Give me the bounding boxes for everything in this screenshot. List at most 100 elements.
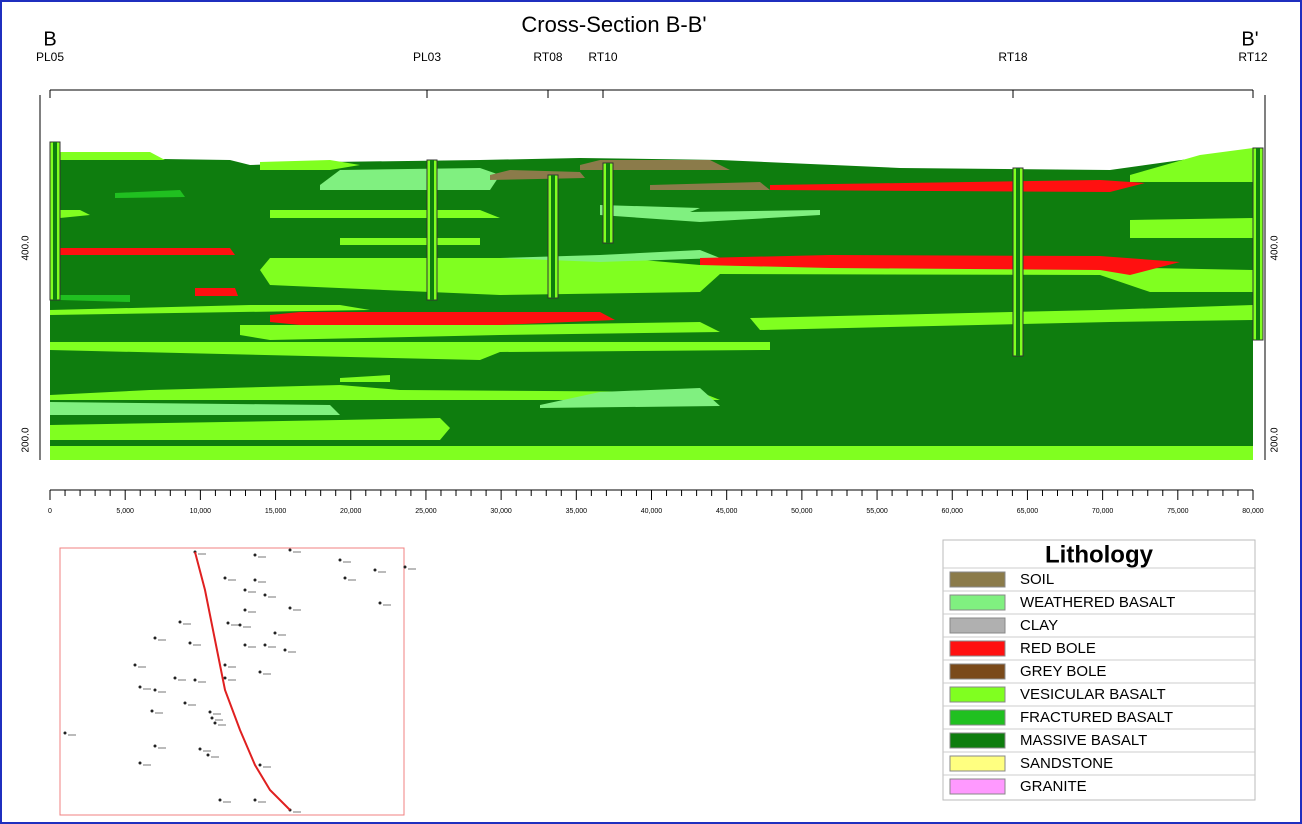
map-point-label [293,609,301,611]
map-point [154,745,157,748]
map-point-label [343,561,351,563]
map-point [274,632,277,635]
legend-label: GRANITE [1020,778,1087,795]
map-point-label [293,811,301,813]
map-point [244,644,247,647]
well-label: PL03 [413,50,441,64]
start-label: B [43,28,56,50]
well-label: RT12 [1238,50,1267,64]
map-point-label [158,639,166,641]
map-point-label [158,691,166,693]
x-label: 80,000 [1242,508,1264,515]
map-point-label [198,681,206,683]
map-point-label [243,626,251,628]
legend-swatch [950,618,1005,633]
map-point [264,644,267,647]
layer [270,210,500,218]
map-point-label [193,644,201,646]
map-point-label [143,764,151,766]
map-point [139,686,142,689]
map-point [139,762,142,765]
map-point-label [248,591,256,593]
map-point [259,671,262,674]
legend-swatch [950,779,1005,794]
map-point [174,677,177,680]
legend-label: GREY BOLE [1020,663,1106,680]
map-point-label [263,766,271,768]
map-point [64,732,67,735]
map-point-label [138,666,146,668]
x-label: 75,000 [1167,508,1189,515]
x-label: 60,000 [942,508,964,515]
map-point [224,664,227,667]
legend-swatch [950,687,1005,702]
x-label: 55,000 [866,508,888,515]
legend-label: WEATHERED BASALT [1020,594,1175,611]
layer [340,238,480,245]
map-point-label [183,623,191,625]
map-point-label [231,624,239,626]
legend-swatch [950,595,1005,610]
layer [1130,218,1253,238]
cross-section [50,142,1263,460]
map-point [254,579,257,582]
map-point [211,717,214,720]
x-label: 10,000 [190,508,212,515]
x-label: 50,000 [791,508,813,515]
legend-label: VESICULAR BASALT [1020,686,1166,703]
map-point-label [288,651,296,653]
map-point-label [248,646,256,648]
legend-swatch [950,710,1005,725]
map-point [189,642,192,645]
map-point [179,621,182,624]
map-point-label [223,801,231,803]
map-point-label [248,611,256,613]
map-point-label [278,634,286,636]
legend-label: MASSIVE BASALT [1020,732,1147,749]
map-point [344,577,347,580]
x-label: 40,000 [641,508,663,515]
elevation-label: 200.0 [1270,427,1281,452]
map-point-label [228,666,236,668]
map-point [224,677,227,680]
map-point [207,754,210,757]
map-point [244,609,247,612]
well-label: RT18 [998,50,1027,64]
map-point-label [198,553,206,555]
map-point [227,622,230,625]
x-label: 45,000 [716,508,738,515]
layer [50,446,1253,460]
map-point [209,711,212,714]
map-point-label [188,704,196,706]
map-point [154,689,157,692]
x-label: 35,000 [566,508,588,515]
map-point [254,799,257,802]
map-point [134,664,137,667]
legend-swatch [950,572,1005,587]
map-point-label [383,604,391,606]
legend-swatch [950,733,1005,748]
x-label: 65,000 [1017,508,1039,515]
map-point-label [258,581,266,583]
map-point-label [155,712,163,714]
map-point [289,549,292,552]
x-label: 30,000 [490,508,512,515]
x-label: 20,000 [340,508,362,515]
end-label: B' [1241,28,1258,50]
title: Cross-Section B-B' [521,12,706,37]
x-label: 70,000 [1092,508,1114,515]
map-point [184,702,187,705]
map-point-label [143,688,151,690]
map-point [404,566,407,569]
legend-label: SANDSTONE [1020,755,1113,772]
map-point-label [215,719,223,721]
legend-label: SOIL [1020,571,1054,588]
legend-label: FRACTURED BASALT [1020,709,1173,726]
well-label: RT08 [533,50,562,64]
map-point [151,710,154,713]
map-point-label [258,801,266,803]
map-point [154,637,157,640]
map-point-label [268,596,276,598]
map-point [194,679,197,682]
legend-label: RED BOLE [1020,640,1096,657]
